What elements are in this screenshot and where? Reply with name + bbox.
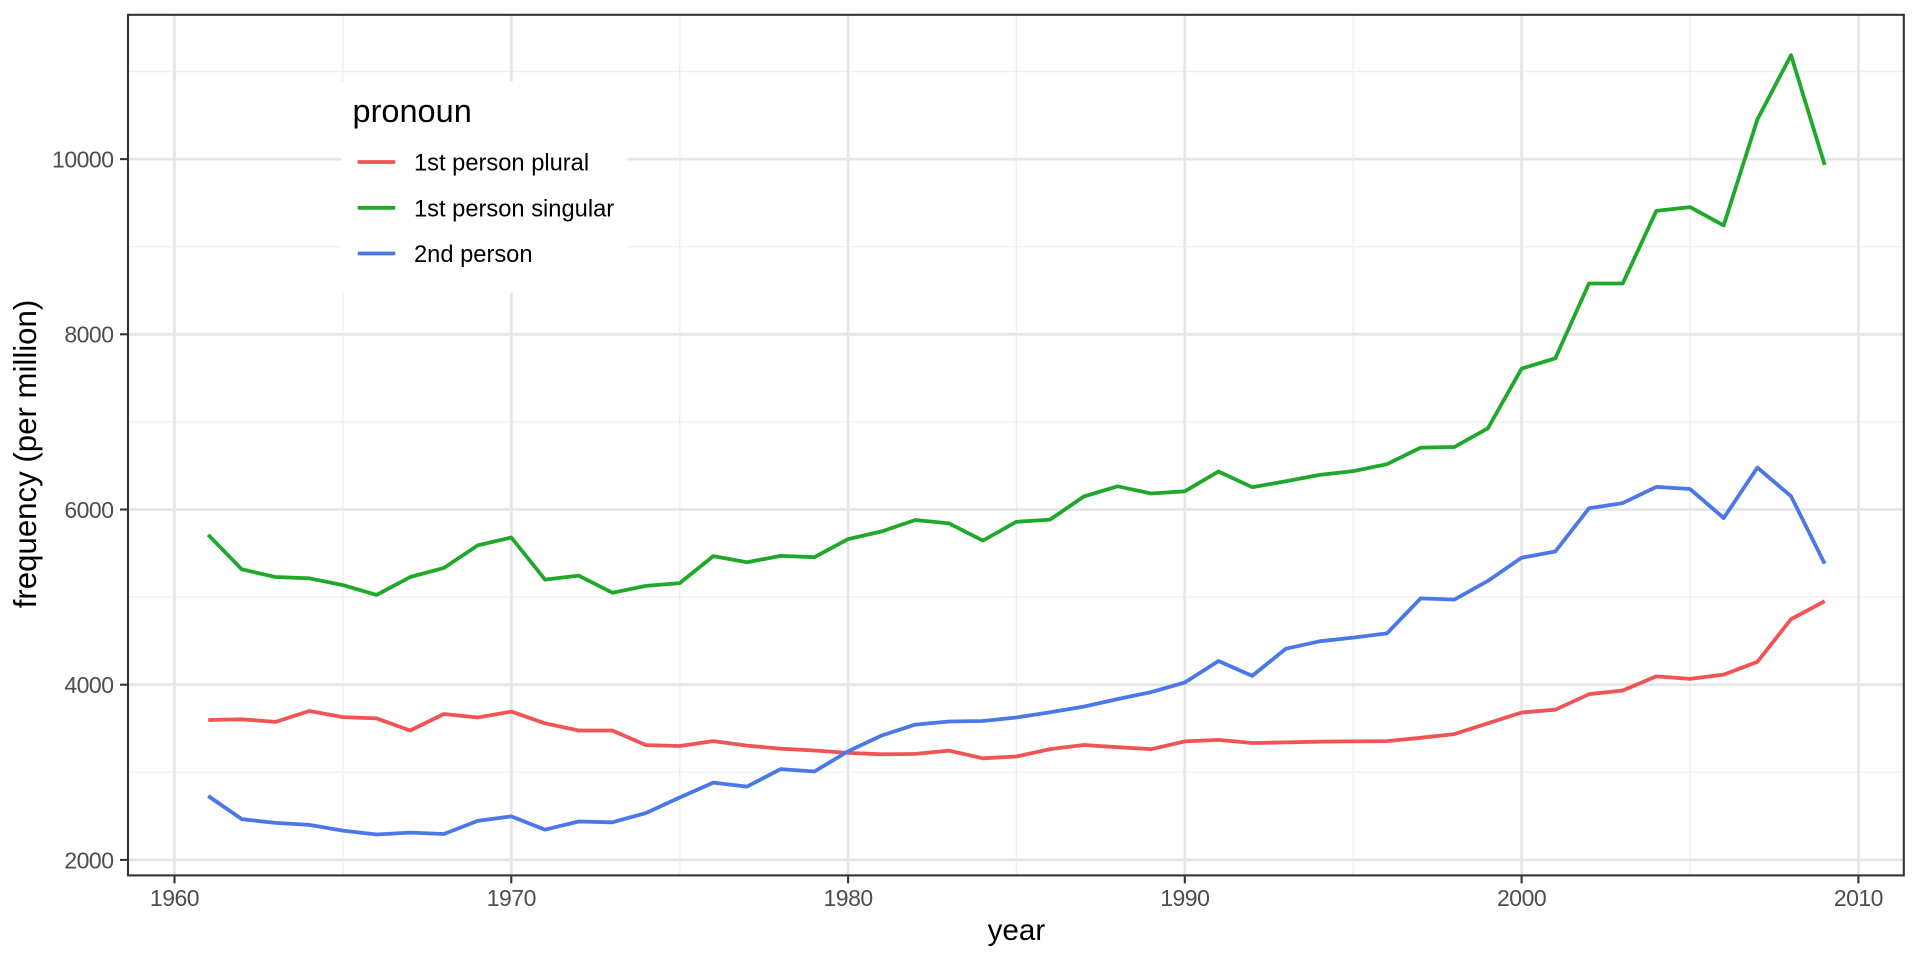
svg-text:2nd person: 2nd person (414, 242, 533, 268)
svg-text:8000: 8000 (64, 322, 113, 348)
svg-text:2000: 2000 (1497, 885, 1546, 911)
svg-text:1990: 1990 (1160, 885, 1209, 911)
svg-text:pronoun: pronoun (353, 93, 472, 129)
svg-text:2000: 2000 (64, 847, 113, 873)
svg-text:1st person plural: 1st person plural (414, 151, 589, 177)
svg-text:10000: 10000 (52, 147, 113, 173)
svg-text:2010: 2010 (1834, 885, 1883, 911)
svg-text:1970: 1970 (487, 885, 536, 911)
svg-text:year: year (988, 914, 1046, 947)
svg-text:1960: 1960 (150, 885, 199, 911)
svg-text:4000: 4000 (64, 672, 113, 698)
svg-text:6000: 6000 (64, 497, 113, 523)
svg-text:1980: 1980 (824, 885, 873, 911)
svg-text:frequency (per million): frequency (per million) (8, 300, 43, 609)
svg-text:1st person singular: 1st person singular (414, 196, 614, 222)
